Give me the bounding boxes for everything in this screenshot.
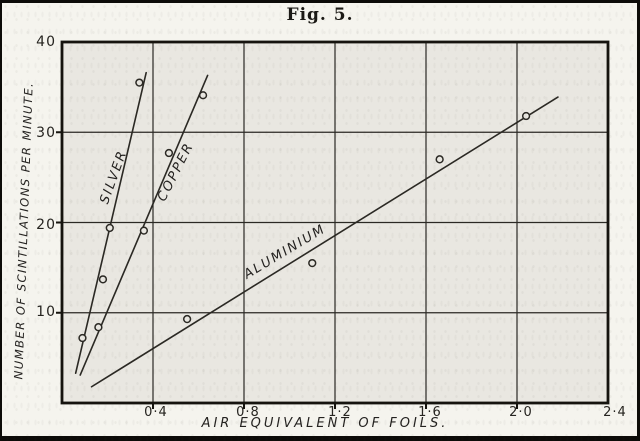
x-tick-label-1-6: 1·6 bbox=[418, 405, 442, 420]
data-point-aluminium bbox=[521, 111, 531, 121]
x-tick-label-1-2: 1·2 bbox=[328, 405, 352, 420]
fit-line-silver bbox=[74, 71, 147, 375]
x-tick-label-0-4: 0·4 bbox=[144, 405, 168, 420]
page-border-bottom bbox=[0, 436, 640, 441]
data-point-copper bbox=[198, 91, 208, 100]
plot-frame bbox=[60, 40, 610, 405]
data-point-copper bbox=[94, 323, 103, 332]
y-tick-label-10: 10 bbox=[36, 304, 56, 320]
data-point-silver bbox=[135, 78, 144, 87]
page-border-right bbox=[637, 0, 640, 441]
page-border-top bbox=[0, 0, 640, 3]
data-point-silver bbox=[105, 223, 114, 233]
x-axis-label: AIR EQUIVALENT OF FOILS. bbox=[201, 416, 449, 431]
data-point-silver bbox=[78, 333, 87, 343]
figure-title: Fig. 5. bbox=[286, 5, 354, 25]
data-point-aluminium bbox=[182, 314, 192, 324]
x-tick-label-2-4: 2·4 bbox=[603, 405, 627, 420]
data-point-aluminium bbox=[308, 258, 317, 268]
fit-line-aluminium bbox=[90, 96, 559, 388]
x-tick-label-0-8: 0·8 bbox=[236, 405, 260, 420]
data-point-copper bbox=[164, 148, 174, 158]
data-point-aluminium bbox=[435, 155, 444, 164]
y-tick-label-20: 20 bbox=[36, 217, 56, 233]
page-border-left bbox=[0, 0, 2, 441]
x-tick-label-2-0: 2·0 bbox=[509, 405, 533, 420]
data-point-copper bbox=[139, 226, 149, 235]
y-tick-label-40: 40 bbox=[36, 34, 56, 50]
y-tick-label-30: 30 bbox=[36, 125, 56, 141]
data-point-silver bbox=[98, 275, 108, 284]
